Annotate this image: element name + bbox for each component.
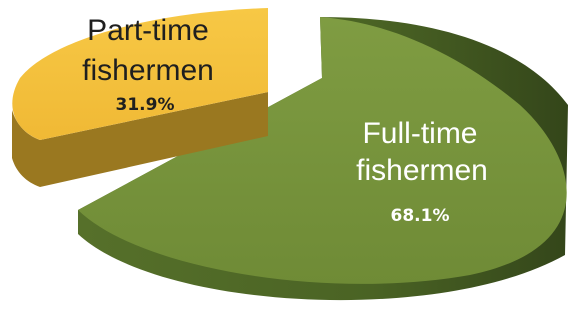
label-full-time: Full-time fishermen 68.1% bbox=[356, 117, 488, 226]
label-full-time-line1: Full-time bbox=[362, 117, 477, 150]
label-part-time-value: 31.9% bbox=[116, 95, 175, 115]
slice-full-time-top bbox=[78, 17, 567, 284]
label-part-time-line1: Part-time bbox=[87, 14, 209, 47]
label-part-time: Part-time fishermen 31.9% bbox=[82, 14, 214, 115]
label-full-time-value: 68.1% bbox=[391, 206, 450, 226]
label-full-time-line2: fishermen bbox=[356, 154, 488, 187]
slice-part-time bbox=[12, 8, 269, 187]
label-part-time-line2: fishermen bbox=[82, 54, 214, 87]
slice-full-time bbox=[78, 17, 568, 301]
slice-part-time-top bbox=[12, 8, 269, 140]
slice-part-time-side bbox=[12, 92, 268, 187]
